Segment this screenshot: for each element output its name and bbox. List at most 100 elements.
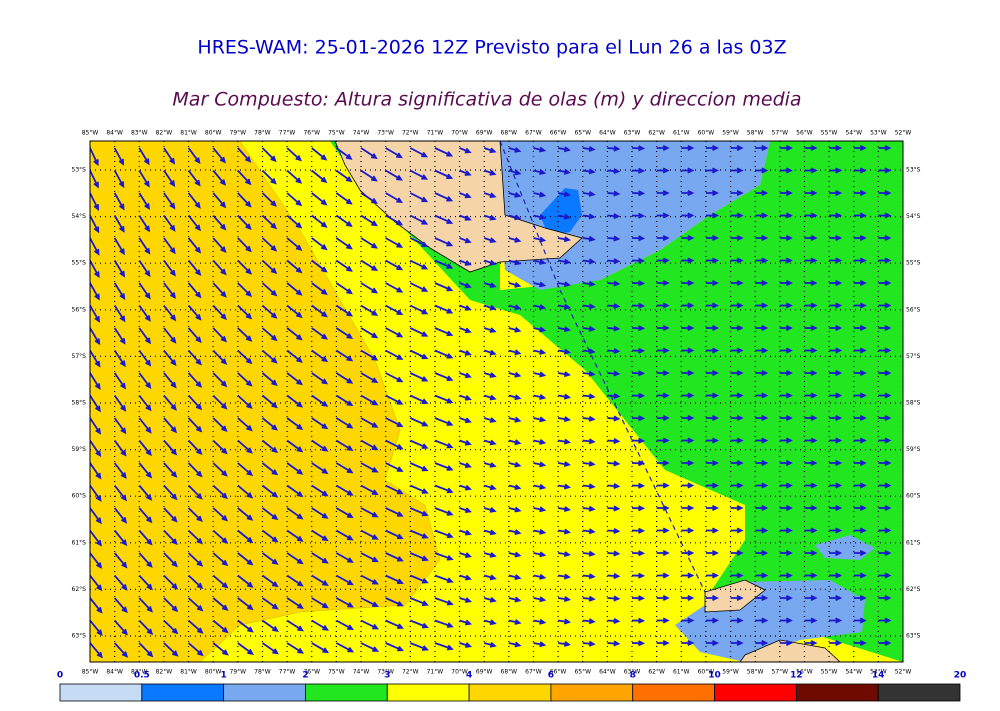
wave-arrow bbox=[779, 617, 793, 624]
wave-arrow bbox=[385, 597, 404, 607]
wave-arrow bbox=[261, 192, 277, 207]
lon-label-bottom: 71°W bbox=[427, 669, 444, 676]
lon-label-top: 55°W bbox=[821, 130, 838, 137]
wave-arrow bbox=[557, 461, 571, 468]
wave-arrow bbox=[607, 280, 621, 287]
wave-arrow bbox=[163, 259, 176, 277]
wave-arrow bbox=[878, 460, 892, 466]
lon-label-top: 75°W bbox=[328, 130, 345, 137]
wave-arrow bbox=[755, 145, 769, 151]
wave-arrow bbox=[607, 370, 621, 377]
wave-arrow bbox=[237, 282, 253, 298]
wave-arrow bbox=[607, 528, 621, 534]
wave-arrow bbox=[508, 641, 522, 648]
wave-arrow bbox=[459, 327, 472, 334]
wave-arrow bbox=[607, 348, 621, 355]
wave-arrow bbox=[335, 349, 354, 362]
wave-arrow bbox=[705, 392, 719, 399]
wave-arrow bbox=[483, 282, 497, 288]
wave-arrow bbox=[779, 145, 793, 151]
wave-arrow bbox=[187, 597, 204, 612]
wave-arrow bbox=[755, 212, 769, 219]
wave-arrow bbox=[631, 257, 646, 264]
wave-arrow bbox=[755, 325, 769, 331]
wave-arrow bbox=[705, 370, 719, 376]
lon-label-top: 79°W bbox=[230, 130, 247, 137]
lat-label-right: 57°S bbox=[906, 353, 921, 360]
wave-arrow bbox=[187, 394, 203, 411]
lon-label-bottom: 72°W bbox=[402, 669, 419, 676]
wave-arrow bbox=[656, 235, 670, 241]
wave-arrow bbox=[656, 302, 670, 309]
wave-arrow bbox=[557, 641, 572, 647]
wave-arrow bbox=[681, 302, 695, 309]
wave-arrow bbox=[631, 640, 646, 647]
wave-arrow bbox=[804, 550, 818, 556]
wave-arrow bbox=[755, 302, 769, 309]
lon-label-top: 54°W bbox=[845, 130, 862, 137]
wave-arrow bbox=[508, 371, 522, 378]
wave-arrow bbox=[138, 462, 153, 479]
wave-arrow bbox=[483, 259, 497, 266]
wave-arrow bbox=[631, 527, 646, 534]
wave-arrow bbox=[237, 304, 253, 320]
wave-arrow bbox=[434, 417, 454, 426]
wave-arrow bbox=[187, 619, 204, 634]
wave-arrow bbox=[409, 597, 429, 606]
lon-label-top: 68°W bbox=[501, 130, 518, 137]
wave-arrow bbox=[385, 552, 404, 562]
wave-arrow bbox=[261, 372, 278, 386]
wave-arrow bbox=[878, 167, 892, 174]
wave-arrow bbox=[286, 462, 304, 475]
wave-arrow bbox=[113, 439, 127, 457]
wave-arrow bbox=[483, 507, 497, 513]
wave-arrow bbox=[163, 484, 178, 501]
wave-arrow bbox=[533, 641, 547, 648]
lon-label-bottom: 56°W bbox=[796, 669, 813, 676]
wave-arrow bbox=[311, 394, 329, 407]
wave-arrow bbox=[261, 214, 278, 230]
wave-arrow bbox=[607, 617, 621, 624]
wave-arrow bbox=[878, 235, 892, 241]
wave-arrow bbox=[853, 280, 867, 286]
wave-arrow bbox=[533, 438, 547, 445]
wave-arrow bbox=[903, 551, 914, 555]
wave-arrow bbox=[335, 574, 354, 586]
wave-arrow bbox=[138, 349, 152, 367]
wave-arrow bbox=[187, 417, 203, 433]
wave-arrow bbox=[853, 437, 867, 444]
wave-arrow bbox=[163, 574, 179, 590]
lat-label-left: 53°S bbox=[72, 167, 87, 174]
wave-arrow bbox=[212, 394, 228, 410]
wave-arrow bbox=[705, 617, 719, 624]
wave-arrow bbox=[212, 282, 227, 298]
wave-arrow bbox=[903, 573, 914, 577]
lat-label-right: 58°S bbox=[906, 400, 921, 407]
wave-arrow bbox=[483, 237, 497, 244]
wave-arrow bbox=[804, 167, 818, 174]
wave-arrow bbox=[804, 572, 818, 579]
wave-arrow bbox=[335, 597, 354, 608]
wave-arrow bbox=[335, 642, 355, 653]
wave-arrow bbox=[434, 394, 454, 404]
wave-arrow bbox=[582, 235, 596, 242]
wave-arrow bbox=[903, 236, 914, 240]
wave-arrow bbox=[631, 167, 646, 174]
wave-arrow bbox=[705, 167, 719, 174]
wave-arrow bbox=[533, 214, 547, 220]
wave-arrow bbox=[434, 372, 454, 382]
wave-arrow bbox=[483, 147, 497, 154]
wave-arrow bbox=[335, 282, 354, 295]
wave-arrow bbox=[459, 214, 472, 221]
wave-arrow bbox=[755, 235, 769, 241]
wave-arrow bbox=[113, 484, 127, 502]
wave-arrow bbox=[804, 617, 818, 624]
lon-label-top: 85°W bbox=[82, 130, 99, 137]
wave-arrow bbox=[582, 258, 596, 265]
wave-arrow bbox=[311, 327, 328, 340]
lon-label-top: 64°W bbox=[599, 130, 616, 137]
wave-arrow bbox=[779, 572, 793, 579]
wave-arrow bbox=[656, 527, 670, 534]
wave-arrow bbox=[212, 192, 227, 209]
legend-tick-label: 10 bbox=[708, 671, 721, 681]
